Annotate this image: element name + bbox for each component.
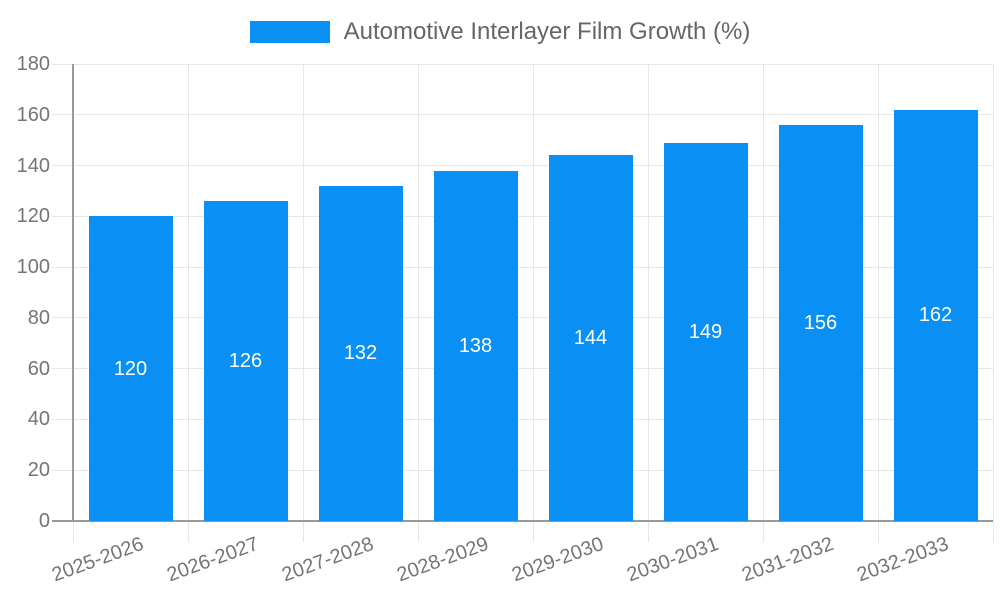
y-axis-tick-label: 0	[38, 510, 50, 532]
x-axis-category-label: 2025-2026	[48, 532, 147, 587]
y-axis-line	[72, 64, 74, 521]
x-gridline	[648, 64, 649, 542]
y-gridline	[52, 266, 993, 268]
bar[interactable]	[203, 201, 288, 521]
y-axis-tick-label: 60	[27, 357, 50, 380]
legend-swatch	[249, 21, 330, 43]
y-axis-tick-label: 140	[16, 154, 50, 177]
y-gridline	[52, 215, 993, 217]
x-gridline	[533, 64, 534, 542]
y-axis-tick-label: 40	[27, 408, 50, 431]
y-axis-tick-label: 100	[16, 256, 50, 279]
y-gridline	[52, 114, 993, 116]
y-axis-tick-label: 180	[16, 53, 50, 75]
x-gridline	[993, 64, 994, 542]
legend[interactable]: Automotive Interlayer Film Growth (%)	[0, 17, 1000, 47]
plot-area: 120 126 132 138 144 149 156 162	[52, 63, 994, 542]
bar[interactable]	[88, 216, 173, 521]
x-axis-category-label: 2026-2027	[163, 532, 262, 587]
x-axis-category-label: 2027-2028	[278, 532, 377, 587]
y-axis-tick-label: 80	[27, 306, 50, 329]
x-axis-line	[52, 520, 993, 522]
x-gridline	[878, 64, 879, 542]
y-gridline	[52, 165, 993, 167]
x-axis-category-label: 2032-2033	[853, 532, 952, 587]
bar[interactable]	[663, 142, 748, 521]
legend-label: Automotive Interlayer Film Growth (%)	[343, 18, 751, 45]
y-gridline	[52, 418, 993, 420]
bar[interactable]	[433, 170, 518, 521]
y-axis-tick-label: 20	[27, 459, 50, 482]
bar[interactable]	[548, 155, 633, 521]
x-axis-category-label: 2031-2032	[738, 532, 837, 587]
y-gridline	[52, 368, 993, 370]
x-gridline	[303, 64, 304, 542]
x-gridline	[188, 64, 189, 542]
bar[interactable]	[318, 185, 403, 521]
x-axis-category-label: 2030-2031	[623, 532, 722, 587]
x-gridline	[763, 64, 764, 542]
x-axis-category-label: 2028-2029	[393, 532, 492, 587]
y-gridline	[52, 469, 993, 471]
x-gridline	[418, 64, 419, 542]
bar[interactable]	[893, 109, 978, 521]
y-gridline	[52, 63, 993, 65]
y-axis-tick-label: 160	[16, 103, 50, 126]
bar[interactable]	[778, 124, 863, 521]
y-axis-tick-label: 120	[16, 205, 50, 228]
y-gridline	[52, 317, 993, 319]
x-axis-category-label: 2029-2030	[508, 532, 607, 587]
